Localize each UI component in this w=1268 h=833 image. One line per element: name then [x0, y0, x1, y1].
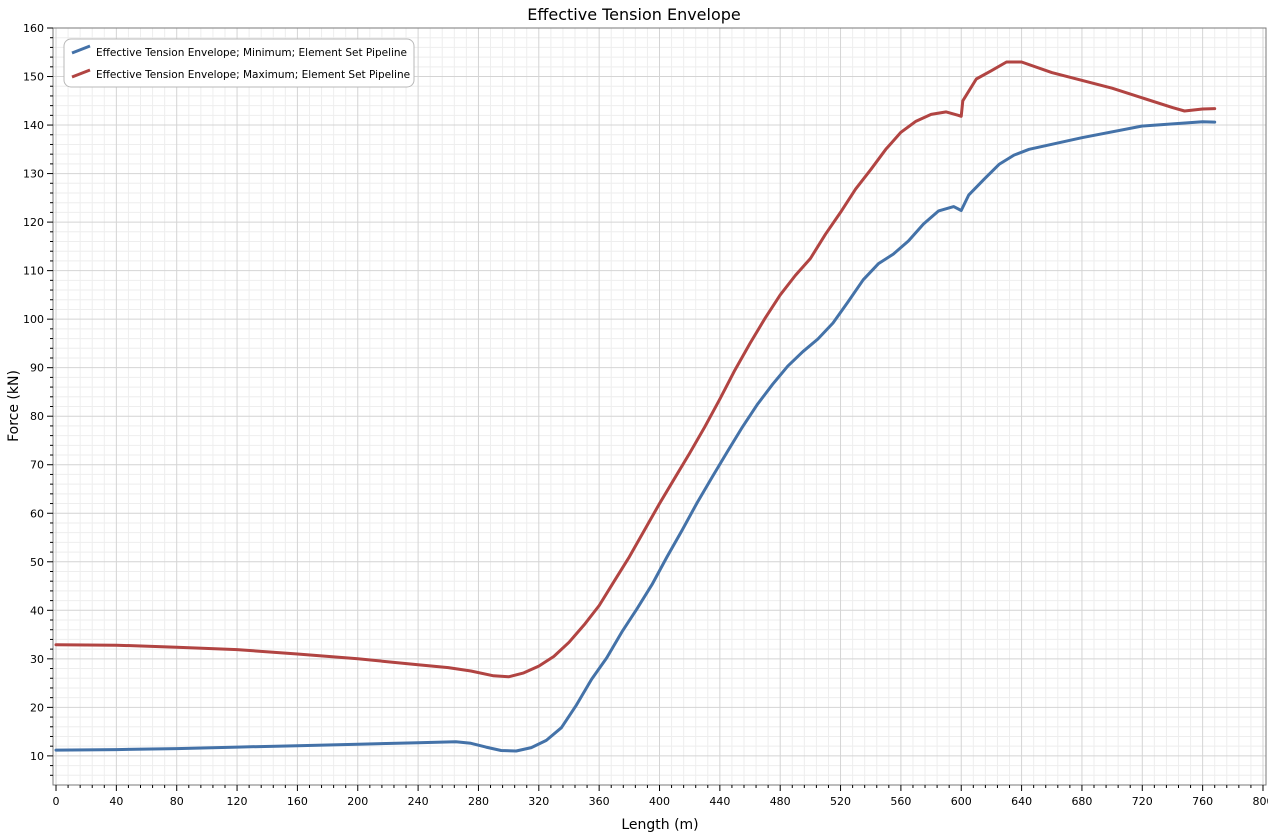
x-tick-label: 720 [1132, 795, 1153, 808]
x-tick-label: 560 [890, 795, 911, 808]
x-tick-label: 0 [53, 795, 60, 808]
x-tick-label: 360 [589, 795, 610, 808]
y-tick-label: 30 [30, 653, 44, 666]
y-tick-label: 40 [30, 604, 44, 617]
x-tick-label: 160 [287, 795, 308, 808]
legend-label-minimum: Effective Tension Envelope; Minimum; Ele… [96, 47, 407, 59]
legend: Effective Tension Envelope; Minimum; Ele… [63, 38, 415, 88]
legend-swatch-maximum [71, 68, 91, 79]
x-tick-label: 800 [1252, 795, 1268, 808]
y-tick-label: 150 [23, 71, 44, 84]
x-tick-label: 40 [109, 795, 123, 808]
x-tick-label: 400 [649, 795, 670, 808]
axis-ticks [47, 27, 1264, 791]
series-line-maximum [54, 60, 1217, 679]
major-grid [53, 27, 1266, 785]
x-tick-label: 480 [770, 795, 791, 808]
y-tick-label: 90 [30, 362, 44, 375]
x-tick-label: 80 [170, 795, 184, 808]
legend-box [63, 38, 415, 88]
x-tick-label: 760 [1192, 795, 1213, 808]
y-tick-label: 10 [30, 750, 44, 763]
y-tick-label: 130 [23, 168, 44, 181]
y-axis-label: Force (kN) [6, 370, 22, 442]
series-lines [54, 60, 1217, 753]
y-tick-label: 70 [30, 459, 44, 472]
y-tick-label: 80 [30, 410, 44, 423]
series-line-minimum [54, 120, 1217, 753]
y-tick-label: 120 [23, 216, 44, 229]
x-tick-label: 200 [347, 795, 368, 808]
x-tick-label: 280 [468, 795, 489, 808]
chart-title: Effective Tension Envelope [527, 5, 741, 24]
y-tick-label: 100 [23, 313, 44, 326]
x-tick-label: 680 [1071, 795, 1092, 808]
y-tick-label: 110 [23, 265, 44, 278]
y-tick-label: 50 [30, 556, 44, 569]
x-tick-label: 600 [951, 795, 972, 808]
x-tick-label: 640 [1011, 795, 1032, 808]
x-tick-label: 440 [709, 795, 730, 808]
y-tick-label: 160 [23, 22, 44, 35]
legend-swatch-minimum [71, 44, 91, 55]
tick-labels: 0 40 80 120 160 200 240 280 320 360 400 440 480 520 56… [23, 22, 1268, 808]
x-axis-label: Length (m) [621, 817, 698, 833]
x-tick-label: 320 [528, 795, 549, 808]
x-tick-label: 520 [830, 795, 851, 808]
x-tick-label: 120 [227, 795, 248, 808]
legend-label-maximum: Effective Tension Envelope; Maximum; Ele… [96, 69, 410, 81]
y-tick-label: 20 [30, 701, 44, 714]
y-tick-label: 60 [30, 507, 44, 520]
x-tick-label: 240 [408, 795, 429, 808]
y-tick-label: 140 [23, 119, 44, 132]
